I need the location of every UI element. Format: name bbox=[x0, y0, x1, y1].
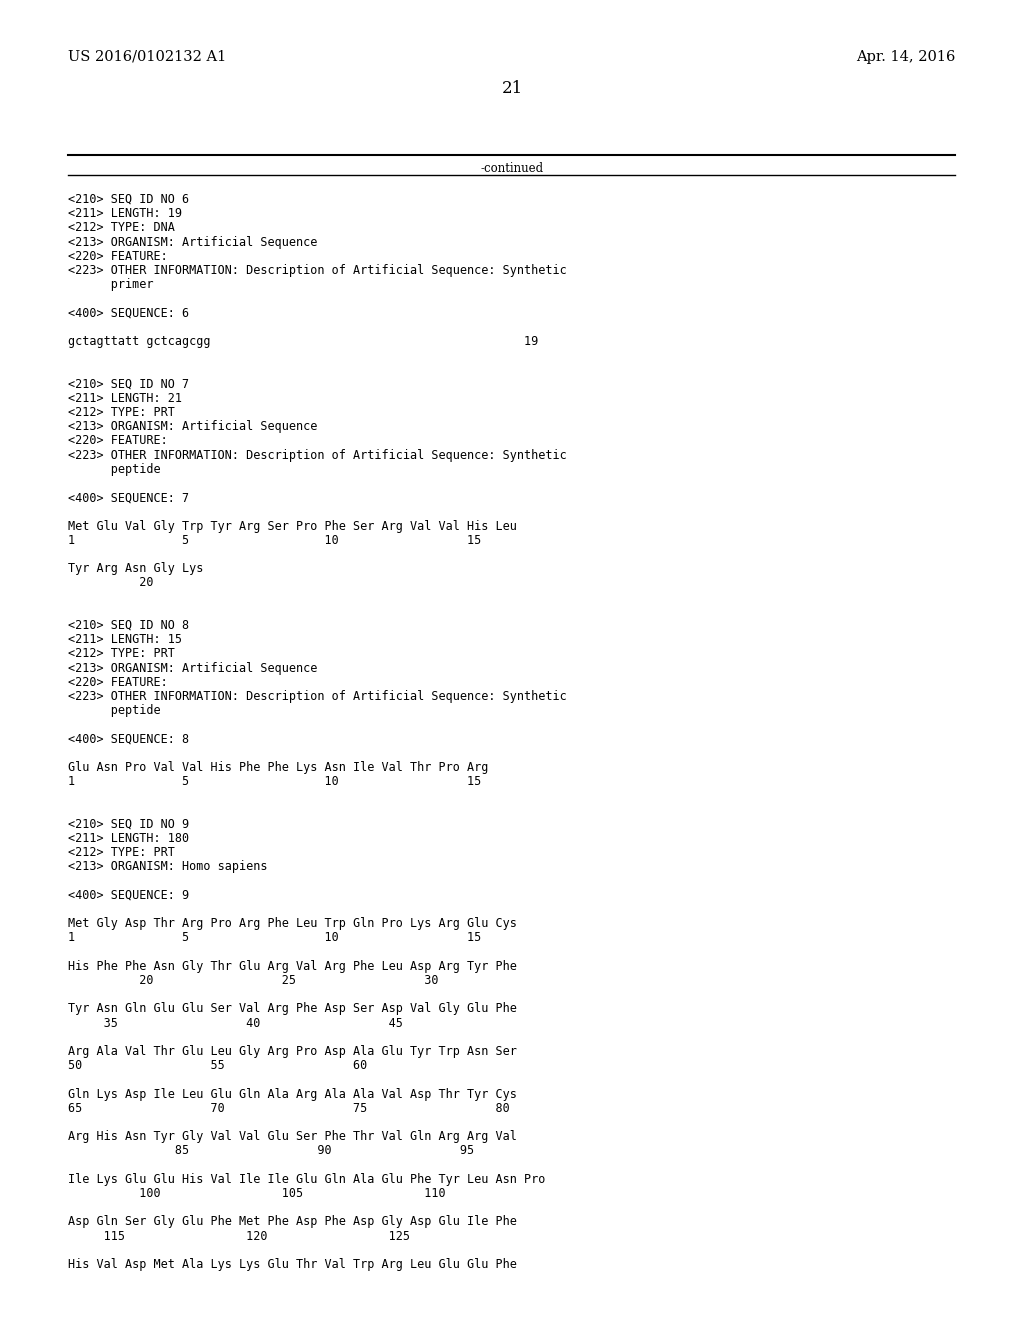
Text: <400> SEQUENCE: 6: <400> SEQUENCE: 6 bbox=[68, 306, 189, 319]
Text: 1               5                   10                  15: 1 5 10 15 bbox=[68, 775, 481, 788]
Text: <400> SEQUENCE: 7: <400> SEQUENCE: 7 bbox=[68, 491, 189, 504]
Text: 85                  90                  95: 85 90 95 bbox=[68, 1144, 474, 1158]
Text: <213> ORGANISM: Artificial Sequence: <213> ORGANISM: Artificial Sequence bbox=[68, 420, 317, 433]
Text: -continued: -continued bbox=[480, 162, 544, 176]
Text: <212> TYPE: PRT: <212> TYPE: PRT bbox=[68, 407, 175, 418]
Text: <213> ORGANISM: Artificial Sequence: <213> ORGANISM: Artificial Sequence bbox=[68, 235, 317, 248]
Text: <223> OTHER INFORMATION: Description of Artificial Sequence: Synthetic: <223> OTHER INFORMATION: Description of … bbox=[68, 449, 566, 462]
Text: <210> SEQ ID NO 9: <210> SEQ ID NO 9 bbox=[68, 818, 189, 830]
Text: 115                 120                 125: 115 120 125 bbox=[68, 1230, 410, 1242]
Text: peptide: peptide bbox=[68, 704, 161, 717]
Text: <210> SEQ ID NO 7: <210> SEQ ID NO 7 bbox=[68, 378, 189, 391]
Text: Arg Ala Val Thr Glu Leu Gly Arg Pro Asp Ala Glu Tyr Trp Asn Ser: Arg Ala Val Thr Glu Leu Gly Arg Pro Asp … bbox=[68, 1045, 517, 1059]
Text: 1               5                   10                  15: 1 5 10 15 bbox=[68, 932, 481, 944]
Text: Asp Gln Ser Gly Glu Phe Met Phe Asp Phe Asp Gly Asp Glu Ile Phe: Asp Gln Ser Gly Glu Phe Met Phe Asp Phe … bbox=[68, 1216, 517, 1229]
Text: 50                  55                  60: 50 55 60 bbox=[68, 1059, 368, 1072]
Text: <211> LENGTH: 180: <211> LENGTH: 180 bbox=[68, 832, 189, 845]
Text: 20: 20 bbox=[68, 577, 154, 590]
Text: 1               5                   10                  15: 1 5 10 15 bbox=[68, 533, 481, 546]
Text: 21: 21 bbox=[502, 81, 522, 96]
Text: His Val Asp Met Ala Lys Lys Glu Thr Val Trp Arg Leu Glu Glu Phe: His Val Asp Met Ala Lys Lys Glu Thr Val … bbox=[68, 1258, 517, 1271]
Text: <220> FEATURE:: <220> FEATURE: bbox=[68, 434, 168, 447]
Text: 35                  40                  45: 35 40 45 bbox=[68, 1016, 402, 1030]
Text: 20                  25                  30: 20 25 30 bbox=[68, 974, 438, 987]
Text: <212> TYPE: PRT: <212> TYPE: PRT bbox=[68, 647, 175, 660]
Text: <210> SEQ ID NO 6: <210> SEQ ID NO 6 bbox=[68, 193, 189, 206]
Text: Gln Lys Asp Ile Leu Glu Gln Ala Arg Ala Ala Val Asp Thr Tyr Cys: Gln Lys Asp Ile Leu Glu Gln Ala Arg Ala … bbox=[68, 1088, 517, 1101]
Text: Tyr Asn Gln Glu Glu Ser Val Arg Phe Asp Ser Asp Val Gly Glu Phe: Tyr Asn Gln Glu Glu Ser Val Arg Phe Asp … bbox=[68, 1002, 517, 1015]
Text: 65                  70                  75                  80: 65 70 75 80 bbox=[68, 1102, 510, 1115]
Text: <211> LENGTH: 15: <211> LENGTH: 15 bbox=[68, 634, 182, 647]
Text: <223> OTHER INFORMATION: Description of Artificial Sequence: Synthetic: <223> OTHER INFORMATION: Description of … bbox=[68, 690, 566, 704]
Text: <210> SEQ ID NO 8: <210> SEQ ID NO 8 bbox=[68, 619, 189, 632]
Text: <220> FEATURE:: <220> FEATURE: bbox=[68, 676, 168, 689]
Text: <212> TYPE: DNA: <212> TYPE: DNA bbox=[68, 222, 175, 235]
Text: Glu Asn Pro Val Val His Phe Phe Lys Asn Ile Val Thr Pro Arg: Glu Asn Pro Val Val His Phe Phe Lys Asn … bbox=[68, 762, 488, 774]
Text: peptide: peptide bbox=[68, 463, 161, 475]
Text: 100                 105                 110: 100 105 110 bbox=[68, 1187, 445, 1200]
Text: <211> LENGTH: 19: <211> LENGTH: 19 bbox=[68, 207, 182, 220]
Text: Arg His Asn Tyr Gly Val Val Glu Ser Phe Thr Val Gln Arg Arg Val: Arg His Asn Tyr Gly Val Val Glu Ser Phe … bbox=[68, 1130, 517, 1143]
Text: <213> ORGANISM: Homo sapiens: <213> ORGANISM: Homo sapiens bbox=[68, 861, 267, 874]
Text: Met Gly Asp Thr Arg Pro Arg Phe Leu Trp Gln Pro Lys Arg Glu Cys: Met Gly Asp Thr Arg Pro Arg Phe Leu Trp … bbox=[68, 917, 517, 931]
Text: <213> ORGANISM: Artificial Sequence: <213> ORGANISM: Artificial Sequence bbox=[68, 661, 317, 675]
Text: primer: primer bbox=[68, 279, 154, 292]
Text: <220> FEATURE:: <220> FEATURE: bbox=[68, 249, 168, 263]
Text: US 2016/0102132 A1: US 2016/0102132 A1 bbox=[68, 50, 226, 63]
Text: <223> OTHER INFORMATION: Description of Artificial Sequence: Synthetic: <223> OTHER INFORMATION: Description of … bbox=[68, 264, 566, 277]
Text: <211> LENGTH: 21: <211> LENGTH: 21 bbox=[68, 392, 182, 405]
Text: gctagttatt gctcagcgg                                            19: gctagttatt gctcagcgg 19 bbox=[68, 335, 539, 348]
Text: <400> SEQUENCE: 8: <400> SEQUENCE: 8 bbox=[68, 733, 189, 746]
Text: Met Glu Val Gly Trp Tyr Arg Ser Pro Phe Ser Arg Val Val His Leu: Met Glu Val Gly Trp Tyr Arg Ser Pro Phe … bbox=[68, 520, 517, 532]
Text: Apr. 14, 2016: Apr. 14, 2016 bbox=[856, 50, 955, 63]
Text: His Phe Phe Asn Gly Thr Glu Arg Val Arg Phe Leu Asp Arg Tyr Phe: His Phe Phe Asn Gly Thr Glu Arg Val Arg … bbox=[68, 960, 517, 973]
Text: <212> TYPE: PRT: <212> TYPE: PRT bbox=[68, 846, 175, 859]
Text: <400> SEQUENCE: 9: <400> SEQUENCE: 9 bbox=[68, 888, 189, 902]
Text: Ile Lys Glu Glu His Val Ile Ile Glu Gln Ala Glu Phe Tyr Leu Asn Pro: Ile Lys Glu Glu His Val Ile Ile Glu Gln … bbox=[68, 1172, 546, 1185]
Text: Tyr Arg Asn Gly Lys: Tyr Arg Asn Gly Lys bbox=[68, 562, 204, 576]
